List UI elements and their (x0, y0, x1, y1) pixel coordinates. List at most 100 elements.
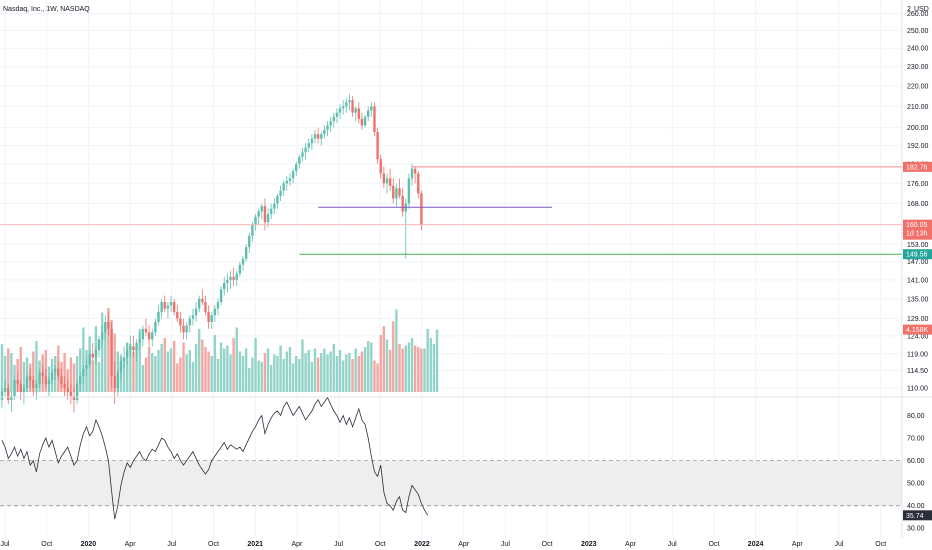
rsi-axis[interactable]: 30.00 40.00 50.00 60.00 70.00 80.00 (907, 413, 925, 533)
volume-bar (35, 341, 38, 392)
volume-bar (404, 345, 407, 392)
candle-body (320, 134, 323, 139)
price-axis[interactable]: 110.00 114.50 119.00 124.00 129.00 135.00 141.… (907, 11, 929, 393)
rsi-line (1, 396, 429, 520)
candle-body (413, 168, 417, 174)
volume-bar (269, 365, 273, 392)
volume-bar (223, 348, 226, 392)
candle-body (219, 289, 223, 303)
volume-bar (407, 342, 411, 392)
time-tick-label: Apr (458, 541, 470, 548)
volume-bar (194, 344, 198, 392)
price-tick-label: 230.00 (907, 64, 929, 71)
volume-bar (251, 357, 254, 392)
volume-bar (82, 327, 85, 392)
candle-body (0, 392, 4, 401)
candle-body (254, 216, 257, 225)
candle-body (226, 279, 229, 283)
grid-lines (0, 0, 902, 538)
candle-body (72, 396, 76, 401)
candle-body (257, 211, 260, 217)
candle-body (135, 342, 138, 351)
candle-body (41, 372, 44, 377)
candle-body (54, 368, 57, 373)
support-price-tag-bg (903, 249, 932, 260)
candle-body (335, 112, 339, 117)
candle-body (223, 282, 226, 290)
candle-body (248, 235, 251, 248)
candle-body (35, 384, 38, 389)
volume-bar (388, 350, 392, 392)
candle-body (201, 298, 204, 303)
candlesticks (0, 94, 423, 413)
candle-body (97, 339, 101, 351)
volume-bar (423, 348, 426, 392)
candle-body (360, 118, 364, 126)
volume-bar (335, 356, 339, 392)
volume-bar (429, 338, 433, 392)
last-price-tag: 160.05 (906, 222, 928, 229)
time-tick-label: Jul (1, 541, 10, 548)
time-tick-label: Oct (41, 541, 52, 548)
volume-bar (435, 329, 439, 392)
horizontal-lines[interactable] (0, 166, 902, 255)
volume-bar (398, 344, 401, 392)
rsi-value-tag-bg (903, 510, 932, 521)
time-tick-label: Apr (625, 541, 637, 548)
candle-body (323, 129, 326, 135)
volume-bar (241, 356, 245, 392)
candle-body (182, 325, 185, 333)
volume-bar (288, 347, 292, 392)
volume-bar (235, 327, 238, 392)
volume-bar (316, 357, 320, 392)
volume-bar (144, 357, 148, 392)
volume-bar (320, 353, 323, 392)
rsi-band (0, 460, 902, 507)
candle-body (169, 302, 173, 306)
candle-body (310, 138, 314, 144)
candle-body (338, 108, 342, 113)
volume-bar (370, 342, 373, 392)
volume-bar (248, 368, 251, 392)
volume-bar (188, 350, 191, 392)
candle-body (269, 208, 273, 215)
candle-body (119, 361, 123, 373)
price-tick-label: 240.00 (907, 46, 929, 53)
volume-bar (360, 351, 364, 392)
time-tick-label: Oct (708, 541, 719, 548)
candle-body (329, 121, 332, 126)
candle-body (25, 376, 29, 389)
candle-body (282, 183, 285, 191)
candle-body (370, 106, 373, 111)
volume-bar (373, 360, 376, 392)
candle-body (395, 188, 398, 199)
volume-bar (172, 341, 176, 392)
volume-bar (141, 365, 145, 392)
candle-body (63, 384, 66, 389)
volume-bar (32, 351, 35, 392)
volume-bar (301, 339, 304, 392)
candle-body (263, 206, 267, 223)
price-tick-label: 114.50 (907, 368, 928, 375)
candle-body (204, 302, 207, 312)
volume-bar (210, 356, 213, 392)
time-axis[interactable]: Jul Oct 2020 Apr Jul Oct 2021 Apr Jul Oct 2022 Apr J… (1, 541, 887, 548)
volume-bar (107, 308, 110, 392)
volume-bar (126, 342, 129, 392)
candle-body (241, 258, 245, 265)
rsi-line-layer (1, 396, 429, 520)
rsi-tick-label: 30.00 (907, 526, 925, 533)
price-tick-label: 250.00 (907, 28, 929, 35)
volume-bar (160, 344, 163, 392)
candle-body (194, 308, 198, 316)
volume-bar (323, 348, 326, 392)
candle-body (176, 311, 179, 319)
volume-bar (385, 339, 389, 392)
volume-bar (295, 356, 298, 392)
volume-bar (7, 348, 10, 392)
candle-body (126, 350, 129, 358)
time-tick-label: 2021 (247, 541, 263, 548)
candle-body (410, 168, 414, 179)
time-tick-label: 2020 (81, 541, 97, 548)
